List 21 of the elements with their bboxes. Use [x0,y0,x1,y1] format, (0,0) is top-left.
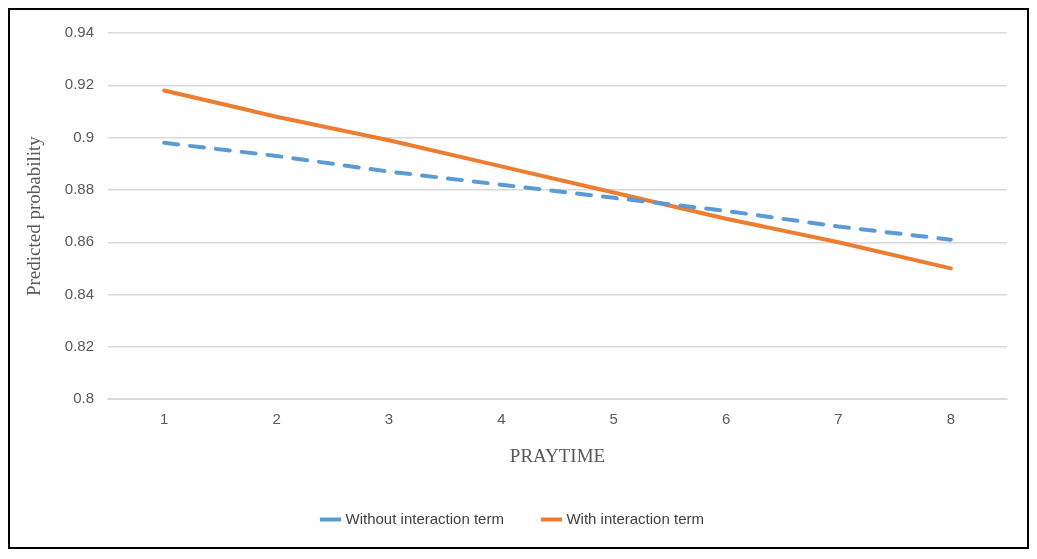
y-tick-label: 0.94 [64,23,94,41]
y-tick-label: 0.8 [73,389,94,407]
y-tick-label: 0.82 [64,337,94,355]
y-tick-label: 0.9 [73,127,94,145]
x-tick-label: 4 [497,410,506,428]
y-tick-label: 0.84 [64,284,94,302]
y-axis-title: Predicted probability [23,135,45,297]
y-tick-label: 0.88 [64,180,94,198]
x-tick-label: 1 [160,410,169,428]
x-tick-label: 2 [272,410,281,428]
x-tick-label: 3 [384,410,394,428]
legend-label: Without interaction term [345,509,504,527]
x-tick-label: 7 [834,410,843,428]
x-tick-label: 5 [609,410,618,428]
line-series [162,140,953,242]
x-axis-title: PRAYTIME [509,444,606,466]
legend-label: With interaction term [566,509,704,527]
x-tick-label: 6 [721,410,731,428]
y-tick-label: 0.92 [64,75,94,93]
x-tick-label: 8 [946,410,955,428]
y-tick-label: 0.86 [64,232,94,250]
